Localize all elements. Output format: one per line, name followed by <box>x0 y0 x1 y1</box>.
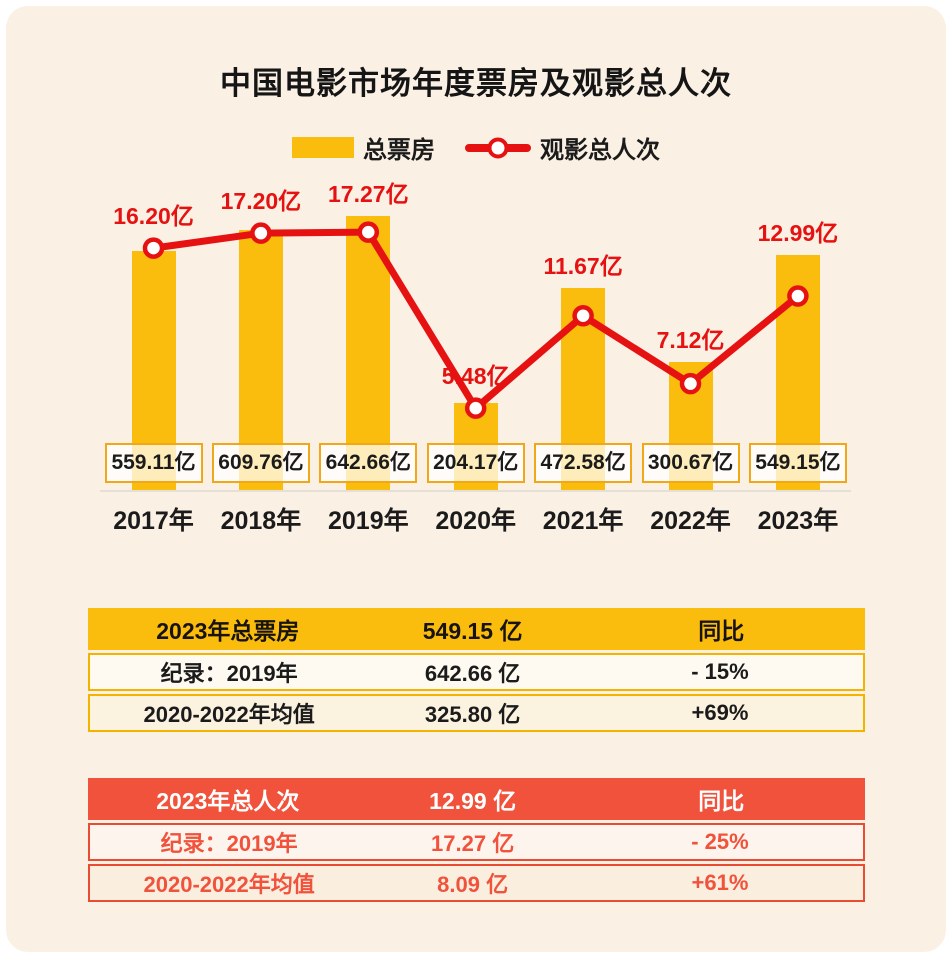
legend-line-dot-icon <box>487 137 509 158</box>
table-header-cell: 同比 <box>698 788 745 814</box>
audience-point-label: 11.67亿 <box>543 253 623 280</box>
bar-value-label: 559.11亿 <box>104 443 203 483</box>
table-header-cell: 2023年总人次 <box>156 788 300 814</box>
table-cell: 2020-2022年均值 <box>143 702 315 727</box>
table-cell: +61% <box>691 870 749 895</box>
bar-value-label: 609.76亿 <box>211 443 310 483</box>
x-axis-label: 2019年 <box>327 507 409 535</box>
legend-label-audience: 观影总人次 <box>540 137 660 164</box>
table-header-row: 2023年总人次 12.99 亿 同比 <box>88 778 865 820</box>
x-axis-line <box>100 490 851 492</box>
table-header-cell: 12.99 亿 <box>429 788 517 814</box>
audience-point-label: 17.20亿 <box>220 188 302 215</box>
table-row: 2020-2022年均值 8.09 亿 +61% <box>88 864 865 902</box>
audience-summary-table: 2023年总人次 12.99 亿 同比 纪录：2019年 17.27 亿 - 2… <box>88 778 865 902</box>
table-cell: 纪录：2019年 <box>160 831 298 856</box>
x-axis-label: 2017年 <box>113 507 194 535</box>
table-row: 纪录：2019年 17.27 亿 - 25% <box>88 823 865 861</box>
table-row: 2020-2022年均值 325.80 亿 +69% <box>88 694 865 732</box>
box-office-summary-table: 2023年总票房 549.15 亿 同比 纪录：2019年 642.66 亿 -… <box>88 608 865 732</box>
table-header-cell: 2023年总票房 <box>156 618 300 644</box>
table-cell: 642.66 亿 <box>424 661 521 686</box>
table-cell: 纪录：2019年 <box>160 661 298 686</box>
chart-legend: 总票房 观影总人次 <box>6 130 946 165</box>
bar-value-label: 300.67亿 <box>641 443 740 483</box>
table-header-cell: 同比 <box>698 618 745 644</box>
audience-point-label: 17.27亿 <box>328 180 409 207</box>
x-axis-label: 2018年 <box>220 507 302 535</box>
table-row: 纪录：2019年 642.66 亿 - 15% <box>88 653 865 691</box>
table-cell: - 15% <box>691 659 749 684</box>
table-cell: - 25% <box>691 829 749 854</box>
audience-point-label: 16.20亿 <box>113 203 194 230</box>
table-header-row: 2023年总票房 549.15 亿 同比 <box>88 608 865 650</box>
audience-point-label: 5.48亿 <box>441 363 510 390</box>
bar-value-label: 642.66亿 <box>319 443 418 483</box>
table-cell: 325.80 亿 <box>424 702 521 727</box>
table-header-cell: 549.15 亿 <box>422 618 523 644</box>
audience-point-label: 12.99亿 <box>757 220 839 247</box>
x-axis-label: 2021年 <box>542 507 624 535</box>
x-axis-label: 2022年 <box>650 507 731 535</box>
chart-title: 中国电影市场年度票房及观影总人次 <box>220 66 732 101</box>
bar-value-label: 549.15亿 <box>748 443 847 483</box>
audience-point-label: 7.12亿 <box>656 326 725 353</box>
bar-value-label: 204.17亿 <box>426 443 525 483</box>
x-axis-label: 2020年 <box>435 507 516 535</box>
table-cell: 8.09 亿 <box>437 872 509 897</box>
combo-chart: 2017年 2018年 2019年 2020年 2021年 2022年 2023年 559.1… <box>6 6 946 952</box>
table-cell: +69% <box>691 700 749 725</box>
legend-bar-swatch-icon <box>292 137 354 158</box>
legend-label-box-office: 总票房 <box>363 137 435 164</box>
table-cell: 17.27 亿 <box>431 831 515 856</box>
table-cell: 2020-2022年均值 <box>143 872 315 897</box>
bar-value-label: 472.58亿 <box>534 443 633 483</box>
poster-panel: 中国电影市场年度票房及观影总人次 总票房 观影总人次 2017年 2018年 201… <box>6 6 946 952</box>
x-axis-label: 2023年 <box>757 507 839 535</box>
legend-line-swatch-icon <box>465 137 531 158</box>
